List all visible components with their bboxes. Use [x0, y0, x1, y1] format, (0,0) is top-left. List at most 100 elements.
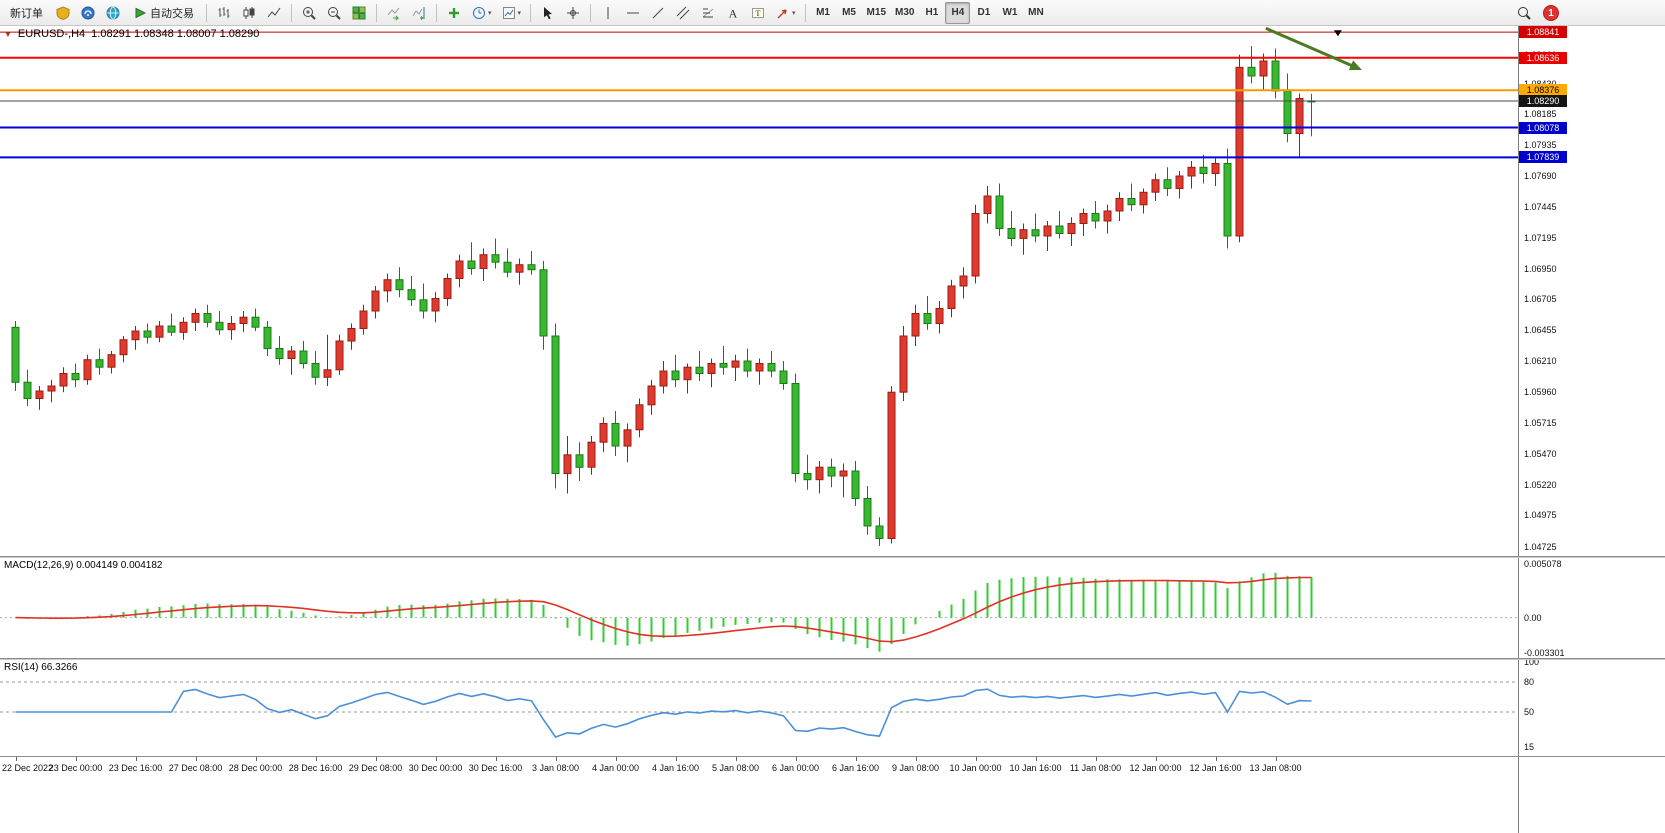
periods-button[interactable]: ▾ — [467, 2, 496, 24]
timeframe-button-h1[interactable]: H1 — [919, 2, 944, 24]
hline-tag-blue-upper: 1.08078 — [1519, 121, 1567, 134]
horizontal-price-lines[interactable] — [0, 31, 1518, 159]
toolbar-separator — [376, 3, 377, 22]
price-axis: 1.086601.084301.081851.079351.076901.074… — [1518, 26, 1665, 833]
arrow-objects-icon — [777, 8, 787, 18]
vertical-line-button[interactable] — [596, 2, 620, 24]
play-icon — [135, 7, 147, 18]
auto-scroll-icon — [387, 7, 400, 21]
price-axis-label: 1.05470 — [1524, 448, 1557, 459]
signals-button[interactable] — [76, 2, 100, 24]
tile-windows-button[interactable] — [347, 2, 371, 24]
time-axis-label: 27 Dec 08:00 — [168, 763, 223, 773]
toolbar-separator — [590, 3, 592, 22]
price-axis-label: 1.05220 — [1524, 479, 1557, 490]
chevron-down-icon: ▾ — [488, 9, 492, 17]
time-tick — [15, 757, 17, 761]
vertical-line-icon — [607, 6, 609, 19]
timeframe-button-m5[interactable]: M5 — [837, 2, 862, 24]
zoom-in-icon — [303, 6, 316, 20]
indicators-button[interactable] — [442, 2, 466, 24]
time-axis-label: 9 Jan 08:00 — [891, 763, 940, 773]
text-button[interactable]: A — [721, 2, 745, 24]
trend-arrow-annotation[interactable] — [1265, 26, 1362, 71]
fibonacci-button[interactable] — [696, 2, 720, 24]
market-button[interactable] — [51, 2, 75, 24]
timeframe-button-w1[interactable]: W1 — [997, 2, 1022, 24]
arrows-button[interactable]: ▾ — [771, 2, 800, 24]
time-tick — [375, 757, 377, 761]
chart-window: ▼ EURUSD-,H4 1.08291 1.08348 1.08007 1.0… — [0, 26, 1665, 833]
chart-shift-button[interactable] — [407, 2, 431, 24]
time-tick — [315, 757, 317, 761]
text-label-icon: T — [752, 7, 765, 18]
notification-badge[interactable]: 1 — [1543, 5, 1559, 21]
time-tick — [1035, 757, 1037, 761]
candlestick-chart-button[interactable] — [237, 2, 261, 24]
community-button[interactable] — [101, 2, 125, 24]
time-axis-label: 3 Jan 08:00 — [531, 763, 580, 773]
zoom-out-icon — [328, 6, 341, 20]
bar-chart-button[interactable] — [212, 2, 236, 24]
time-axis-label: 29 Dec 08:00 — [348, 763, 403, 773]
panel-separator[interactable] — [0, 556, 1665, 558]
fibonacci-icon — [702, 8, 714, 17]
clock-icon — [473, 6, 485, 19]
time-axis-label: 10 Jan 16:00 — [1009, 763, 1062, 773]
time-tick — [915, 757, 917, 761]
macd-histogram — [26, 572, 1313, 652]
time-axis-label: 10 Jan 00:00 — [949, 763, 1002, 773]
macd-panel[interactable] — [0, 558, 1518, 658]
crosshair-button[interactable] — [561, 2, 585, 24]
rsi-title: RSI(14) 66.3266 — [4, 662, 78, 673]
timeframe-button-h4[interactable]: H4 — [945, 1, 971, 24]
equidistant-channel-icon — [676, 6, 690, 19]
time-tick — [1215, 757, 1217, 761]
hline-tag-red-upper: 1.08841 — [1519, 26, 1567, 39]
time-axis-label: 30 Dec 00:00 — [408, 763, 463, 773]
timeframe-button-m15[interactable]: M15 — [863, 2, 890, 24]
chevron-down-icon: ▾ — [792, 9, 796, 17]
time-axis-label: 5 Jan 08:00 — [711, 763, 760, 773]
time-tick — [855, 757, 857, 761]
search-button[interactable] — [1512, 2, 1536, 24]
current-price-tag: 1.08290 — [1519, 95, 1567, 107]
horizontal-line-button[interactable] — [621, 2, 645, 24]
panel-separator[interactable] — [0, 658, 1665, 660]
template-chart-icon — [502, 6, 515, 19]
line-chart-button[interactable] — [262, 2, 286, 24]
rsi-panel[interactable] — [0, 660, 1518, 756]
templates-button[interactable]: ▾ — [497, 2, 526, 24]
auto-trading-label: 自动交易 — [150, 7, 194, 20]
trendline-button[interactable] — [646, 2, 670, 24]
timeframe-button-mn[interactable]: MN — [1023, 2, 1048, 24]
time-tick — [735, 757, 737, 761]
svg-text:A: A — [729, 6, 738, 20]
cursor-button[interactable] — [536, 2, 560, 24]
auto-scroll-button[interactable] — [382, 2, 406, 24]
channel-button[interactable] — [671, 2, 695, 24]
symbol-caret-icon[interactable]: ▼ — [4, 29, 12, 39]
time-tick — [795, 757, 797, 761]
timeframe-button-m30[interactable]: M30 — [891, 2, 918, 24]
zoom-in-button[interactable] — [297, 2, 321, 24]
label-button[interactable]: T — [746, 2, 770, 24]
timeframe-button-d1[interactable]: D1 — [971, 2, 996, 24]
trendline-icon — [652, 7, 664, 18]
macd-signal-line — [15, 576, 1312, 643]
auto-trading-button[interactable]: 自动交易 — [126, 2, 201, 24]
rsi-axis-label: 50 — [1524, 707, 1535, 717]
time-axis-label: 13 Jan 08:00 — [1249, 763, 1302, 773]
price-axis-label: 1.07935 — [1524, 140, 1557, 151]
chart-marker-triangle[interactable] — [1333, 30, 1342, 37]
zoom-out-button[interactable] — [322, 2, 346, 24]
add-indicator-icon — [449, 7, 459, 18]
macd-axis-label: -0.003301 — [1524, 647, 1565, 658]
rsi-axis-label: 100 — [1524, 657, 1540, 667]
time-tick — [675, 757, 677, 761]
new-order-button[interactable]: 新订单 — [3, 2, 50, 24]
time-axis-label: 28 Dec 16:00 — [288, 763, 343, 773]
timeframe-button-m1[interactable]: M1 — [811, 2, 836, 24]
main-price-chart[interactable] — [0, 26, 1518, 556]
community-globe-icon — [106, 6, 120, 19]
